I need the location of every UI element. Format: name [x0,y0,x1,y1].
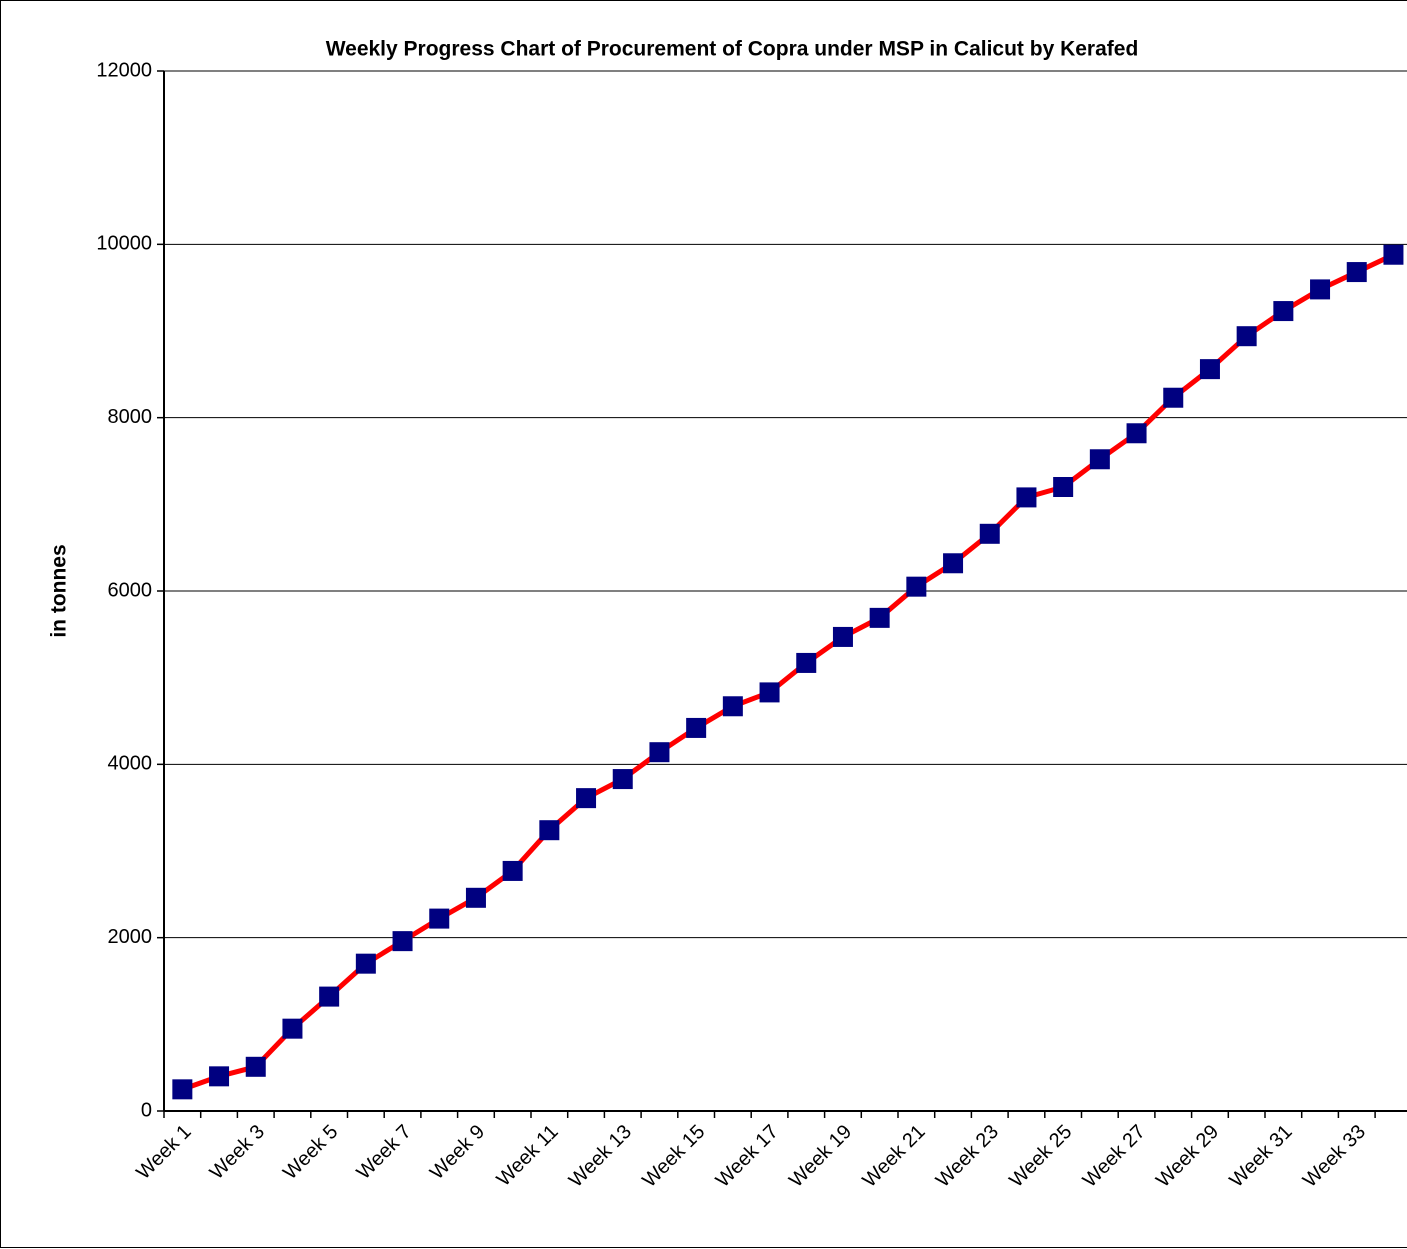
marker [282,1018,303,1039]
marker [355,953,376,974]
series-line [181,252,1395,1092]
marker [502,860,523,881]
marker [1273,301,1294,322]
marker [429,908,450,929]
marker [649,742,670,763]
marker [1383,244,1404,265]
marker [1163,387,1184,408]
marker [1126,423,1147,444]
marker [1053,477,1074,497]
marker [1089,449,1110,470]
y-tick-label: 4000 [108,753,153,775]
y-tick-label: 6000 [108,579,153,601]
y-tick-label: 10000 [96,233,152,255]
marker [539,820,560,841]
marker [245,1056,266,1077]
marker [576,788,597,809]
marker [1236,326,1257,347]
chart-title: Weekly Progress Chart of Procurement of … [326,38,1139,61]
marker [172,1079,193,1100]
marker [392,931,413,952]
y-tick-label: 2000 [108,926,153,948]
marker [465,887,486,908]
marker [1199,359,1220,380]
marker [1310,279,1331,300]
marker [759,682,780,703]
y-tick-label: 0 [141,1099,152,1121]
y-tick-label: 12000 [96,59,152,81]
marker [832,626,853,647]
y-tick-label: 8000 [108,406,153,428]
marker [979,523,1000,544]
y-axis-label: in tonnes [48,544,71,637]
marker [906,576,927,597]
marker [943,553,964,574]
marker [796,652,817,673]
marker [209,1066,230,1087]
marker [319,986,340,1007]
marker [722,696,743,717]
marker [686,717,707,738]
marker [1346,262,1367,283]
marker [612,769,633,790]
marker [1016,487,1037,508]
marker [869,607,890,628]
